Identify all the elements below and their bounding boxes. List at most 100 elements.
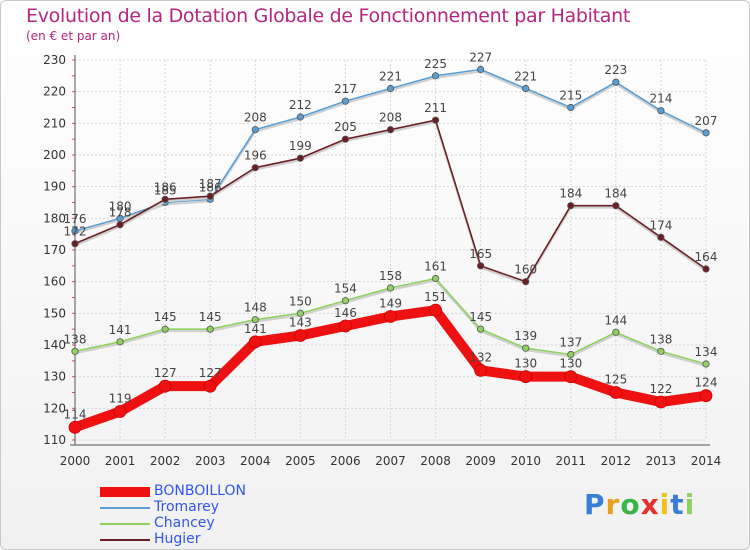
data-label-chancey: 138 [649, 332, 672, 346]
x-tick-label: 2000 [60, 454, 91, 468]
data-label-bonboillon: 130 [514, 357, 537, 371]
data-label-tromarey: 180 [109, 199, 132, 213]
data-point-chancey [251, 316, 259, 324]
data-label-tromarey: 223 [604, 63, 627, 77]
y-tick-label: 200 [43, 148, 66, 162]
data-point-tromarey [341, 97, 350, 105]
legend-label: BONBOILLON [154, 483, 246, 499]
data-label-tromarey: 176 [64, 212, 87, 226]
data-label-tromarey: 214 [649, 92, 672, 106]
data-label-tromarey: 221 [379, 70, 402, 84]
y-tick-label: 220 [43, 85, 66, 99]
data-point-tromarey [522, 84, 530, 93]
data-label-bonboillon: 149 [379, 297, 402, 311]
data-label-tromarey: 225 [424, 57, 447, 71]
x-tick-label: 2009 [465, 454, 496, 468]
data-point-tromarey [612, 78, 620, 86]
data-label-tromarey: 221 [514, 70, 537, 84]
legend-label: Tromarey [154, 499, 220, 515]
y-tick-label: 190 [43, 180, 66, 194]
logo-letter: i [659, 488, 671, 521]
legend-label: Chancey [154, 515, 215, 531]
x-tick-label: 2012 [601, 454, 632, 468]
data-label-bonboillon: 114 [64, 407, 87, 421]
data-label-tromarey: 208 [244, 111, 267, 125]
data-label-bonboillon: 122 [649, 382, 672, 396]
data-point-tromarey [296, 113, 304, 121]
legend-swatch [100, 539, 150, 541]
data-label-hugier: 211 [424, 101, 447, 115]
data-label-chancey: 145 [199, 310, 222, 324]
proxiti-logo: Proxiti [584, 488, 695, 521]
data-label-bonboillon: 132 [469, 350, 492, 364]
data-point-bonboillon [519, 370, 533, 384]
data-point-chancey [206, 325, 214, 333]
data-label-hugier: 184 [604, 187, 627, 201]
data-point-hugier [341, 135, 350, 143]
data-label-hugier: 205 [334, 120, 357, 134]
data-point-tromarey [251, 126, 259, 134]
data-label-bonboillon: 127 [199, 366, 222, 380]
data-point-bonboillon [293, 329, 307, 342]
x-tick-label: 2014 [691, 454, 722, 468]
x-tick-label: 2003 [195, 454, 226, 468]
data-point-chancey [702, 360, 710, 368]
data-label-chancey: 145 [154, 310, 177, 324]
data-point-tromarey [71, 227, 79, 235]
data-label-bonboillon: 125 [604, 373, 627, 387]
data-label-hugier: 165 [469, 247, 492, 261]
x-tick-label: 2002 [150, 454, 181, 468]
data-label-hugier: 208 [379, 111, 402, 125]
data-point-tromarey [431, 72, 440, 80]
data-label-chancey: 134 [695, 345, 718, 359]
data-label-bonboillon: 127 [154, 366, 177, 380]
x-tick-label: 2004 [240, 454, 271, 468]
chart-subtitle: (en € et par an) [26, 29, 121, 43]
data-label-bonboillon: 143 [289, 316, 312, 330]
data-label-bonboillon: 119 [109, 392, 132, 406]
data-label-bonboillon: 124 [695, 376, 718, 390]
legend-swatch [100, 523, 150, 525]
data-point-bonboillon [474, 363, 488, 377]
data-point-hugier [71, 240, 79, 248]
data-point-chancey [477, 325, 485, 333]
data-point-bonboillon [654, 395, 668, 409]
data-point-hugier [296, 154, 304, 162]
data-point-tromarey [702, 129, 710, 137]
chart-title: Evolution de la Dotation Globale de Fonc… [26, 5, 631, 27]
x-tick-label: 2008 [420, 454, 451, 468]
data-point-tromarey [657, 107, 665, 115]
logo-letter: x [640, 488, 660, 521]
x-tick-label: 2005 [285, 454, 316, 468]
data-point-tromarey [477, 65, 485, 74]
data-point-chancey [612, 328, 620, 336]
data-point-hugier [612, 202, 620, 210]
data-label-bonboillon: 130 [559, 357, 582, 371]
data-point-hugier [206, 192, 214, 200]
logo-letter: t [670, 488, 685, 521]
y-tick-label: 150 [43, 306, 66, 320]
data-label-hugier: 164 [695, 250, 718, 264]
y-tick-label: 140 [43, 338, 66, 352]
data-label-hugier: 172 [64, 225, 87, 239]
data-label-bonboillon: 151 [424, 290, 447, 304]
data-point-chancey [71, 347, 79, 355]
data-point-bonboillon [339, 319, 352, 333]
data-point-chancey [116, 338, 124, 346]
legend-swatch [100, 507, 150, 509]
data-point-chancey [386, 284, 395, 292]
y-tick-label: 110 [43, 433, 66, 447]
data-point-bonboillon [203, 379, 217, 393]
logo-letter: P [584, 488, 606, 521]
data-point-hugier [522, 278, 530, 286]
data-point-bonboillon [248, 335, 262, 349]
logo-letter: i [684, 488, 696, 521]
data-point-bonboillon [158, 379, 172, 393]
logo-letter: r [605, 488, 621, 521]
legend-label: Hugier [154, 531, 201, 547]
data-point-hugier [702, 265, 710, 273]
data-label-hugier: 199 [289, 139, 312, 153]
data-label-chancey: 138 [64, 332, 87, 346]
x-tick-label: 2007 [375, 454, 406, 468]
